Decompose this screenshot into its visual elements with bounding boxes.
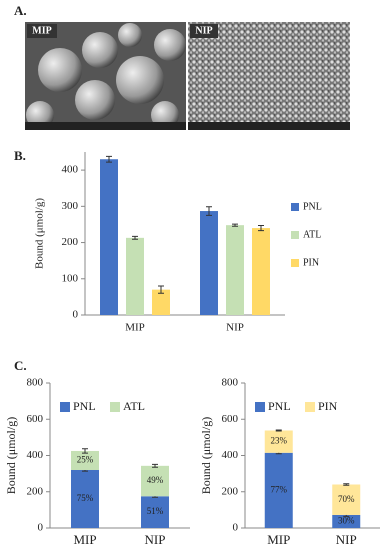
y-tick-label: 400 <box>222 449 239 461</box>
error-bar <box>275 429 282 432</box>
legend-swatch <box>291 203 299 211</box>
bar-segment <box>264 452 293 528</box>
x-tick-label: MIP <box>267 532 290 547</box>
y-tick-label: 200 <box>62 236 79 248</box>
segment-label: 49% <box>147 475 164 485</box>
legend-swatch <box>305 402 315 412</box>
error-bar <box>152 463 158 468</box>
error-bar <box>206 206 212 216</box>
error-bar <box>232 223 238 227</box>
x-tick-label: NIP <box>226 322 244 334</box>
segment-label: 75% <box>77 493 94 503</box>
legend-label: PIN <box>303 257 319 268</box>
sem-image-nip: NIP <box>188 22 350 130</box>
panel-label: C. <box>14 358 27 373</box>
legend-label: ATL <box>303 229 321 240</box>
bar-segment <box>141 465 169 497</box>
segment-label: 25% <box>77 455 94 465</box>
legend-label: PNL <box>268 399 291 413</box>
bar-segment <box>71 450 99 470</box>
y-tick-label: 200 <box>222 485 239 497</box>
bar <box>252 228 270 315</box>
error-bar <box>132 235 138 240</box>
bar-segment <box>264 430 293 453</box>
bar <box>200 211 218 315</box>
y-tick-label: 400 <box>27 449 44 461</box>
legend-label: PNL <box>303 201 322 212</box>
bar-segment <box>332 484 361 515</box>
bar <box>126 237 144 315</box>
x-tick-label: MIP <box>125 322 145 334</box>
legend-swatch <box>255 402 265 412</box>
x-tick-label: NIP <box>336 532 357 547</box>
y-tick-label: 800 <box>222 377 239 389</box>
panel-label: A. <box>14 3 27 18</box>
y-tick-label: 400 <box>62 164 79 176</box>
y-axis-label: Bound (μmol/g) <box>34 198 46 269</box>
bar <box>152 289 170 315</box>
bar-segment <box>332 514 361 528</box>
x-tick-label: NIP <box>145 532 166 547</box>
bar-segment <box>71 470 99 528</box>
bar <box>226 225 244 315</box>
y-tick-label: 0 <box>73 309 79 321</box>
legend-swatch <box>291 259 299 267</box>
segment-label: 51% <box>147 506 164 516</box>
y-tick-label: 800 <box>27 377 44 389</box>
segment-label: 30% <box>338 516 355 526</box>
y-tick-label: 100 <box>62 272 79 284</box>
y-tick-label: 300 <box>62 200 79 212</box>
legend-label: ATL <box>123 399 145 413</box>
image-label: MIP <box>32 25 51 36</box>
sem-image-mip: MIP <box>25 22 186 130</box>
bar <box>100 159 118 315</box>
y-axis-label: Bound (μmol/g) <box>4 417 18 494</box>
legend-swatch <box>60 402 70 412</box>
image-label: NIP <box>195 25 212 36</box>
y-axis-label: Bound (μmol/g) <box>199 417 213 494</box>
bar-segment <box>141 496 169 528</box>
panel-label: B. <box>14 148 26 163</box>
error-bar <box>106 155 112 163</box>
y-tick-label: 600 <box>27 413 44 425</box>
error-bar <box>343 483 350 486</box>
error-bar <box>82 448 88 454</box>
y-tick-label: 200 <box>27 485 44 497</box>
segment-label: 23% <box>271 436 288 446</box>
legend-swatch <box>110 402 120 412</box>
x-tick-label: MIP <box>73 532 96 547</box>
error-bar <box>158 285 164 294</box>
y-tick-label: 0 <box>233 522 239 534</box>
y-tick-label: 0 <box>38 522 44 534</box>
legend-swatch <box>291 231 299 239</box>
segment-label: 77% <box>271 484 288 494</box>
legend-label: PIN <box>318 399 338 413</box>
error-bar <box>258 225 264 232</box>
segment-label: 70% <box>338 494 355 504</box>
y-tick-label: 600 <box>222 413 239 425</box>
legend-label: PNL <box>73 399 96 413</box>
